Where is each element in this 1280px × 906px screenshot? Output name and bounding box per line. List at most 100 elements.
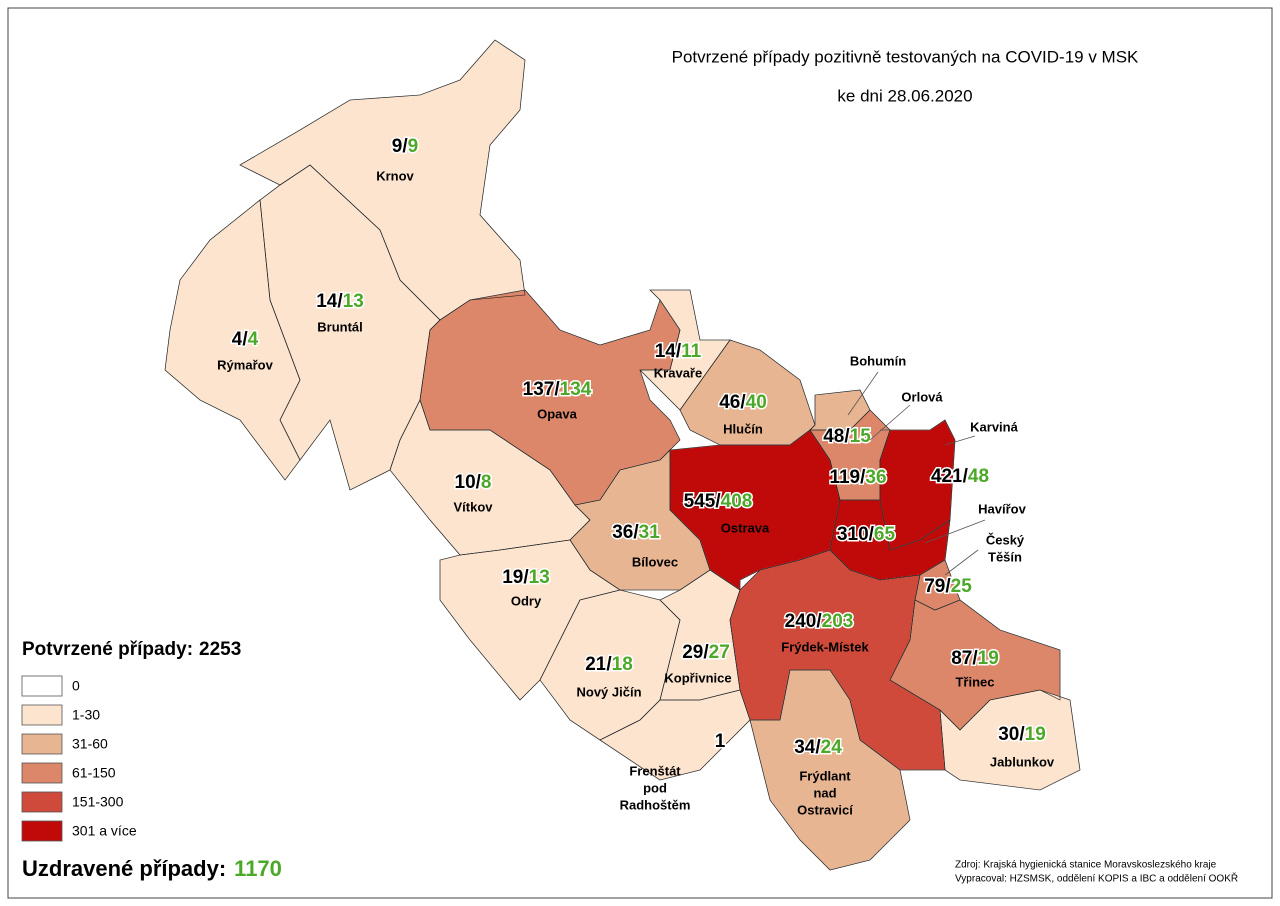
- region-name: Orlová: [901, 389, 943, 404]
- region-name: Jablunkov: [990, 754, 1055, 769]
- region-name: Opava: [537, 406, 578, 421]
- recovered-count: 48: [968, 466, 989, 487]
- case-count: 30/19: [998, 724, 1046, 745]
- legend-label: 1-30: [72, 707, 100, 723]
- confirmed-count: 240: [785, 611, 817, 632]
- case-count: 1: [715, 731, 726, 752]
- case-count: 46/40: [719, 392, 767, 413]
- recovered-count: 134: [560, 379, 592, 400]
- count-separator: /: [1019, 724, 1025, 745]
- recovered-count: 40: [746, 392, 767, 413]
- recovered-count: 4: [248, 329, 259, 350]
- region-name: Havířov: [978, 501, 1026, 516]
- count-separator: /: [844, 426, 850, 447]
- region-name: Frýdlant: [799, 768, 851, 783]
- region-border: [164, 199, 301, 481]
- legend-label: 61-150: [72, 765, 116, 781]
- confirmed-count: 48: [823, 426, 844, 447]
- confirmed-count: 29: [682, 642, 703, 663]
- count-separator: /: [869, 524, 875, 545]
- region-name: Český: [986, 532, 1025, 547]
- count-separator: /: [554, 379, 560, 400]
- confirmed-count: 545: [684, 491, 716, 512]
- region-name: Hlučín: [723, 421, 763, 436]
- region-border: [939, 689, 1081, 791]
- count-separator: /: [337, 291, 343, 312]
- leader-line: [924, 519, 986, 544]
- count-separator: /: [963, 466, 969, 487]
- map-title: Potvrzené případy pozitivně testovaných …: [672, 47, 1139, 66]
- region-name: Frenštát: [629, 763, 681, 778]
- confirmed-count: 19: [502, 567, 523, 588]
- recovered-count: 19: [1025, 724, 1046, 745]
- count-separator: /: [242, 329, 248, 350]
- region-name: Těšín: [988, 549, 1022, 564]
- confirmed-count: 9: [392, 136, 403, 157]
- case-count: 137/134: [523, 379, 592, 400]
- case-count: 14/13: [316, 291, 364, 312]
- confirmed-count: 10: [455, 472, 476, 493]
- confirmed-count: 1: [715, 731, 726, 752]
- case-count: 9/9: [392, 136, 418, 157]
- recovered-count: 15: [850, 426, 872, 447]
- count-separator: /: [476, 472, 482, 493]
- region-name: Kopřivnice: [664, 670, 731, 685]
- confirmed-count: 421: [931, 466, 963, 487]
- legend-swatch: [21, 733, 63, 755]
- case-count: 545/408: [684, 491, 753, 512]
- recovered-count: 9: [408, 136, 419, 157]
- region-name: Krnov: [376, 168, 414, 183]
- region-name: Karviná: [970, 419, 1018, 434]
- recovered-count: 203: [822, 611, 854, 632]
- confirmed-count: 310: [837, 524, 869, 545]
- case-count: 240/203: [785, 611, 854, 632]
- map-subtitle: ke dni 28.06.2020: [837, 86, 972, 105]
- recovered-count: 8: [481, 472, 492, 493]
- count-separator: /: [945, 576, 951, 597]
- recovered-count: 31: [639, 522, 661, 543]
- legend-swatch: [21, 820, 63, 842]
- region-name: Bohumín: [850, 353, 906, 368]
- leader-line: [869, 404, 911, 441]
- legend-swatch: [21, 762, 63, 784]
- legend-title-text: Potvrzené případy:: [22, 639, 193, 660]
- count-separator: /: [633, 522, 639, 543]
- recovered-count: 19: [978, 648, 999, 669]
- frame: [7, 7, 1273, 899]
- region-name: Ostravicí: [797, 802, 853, 817]
- region-name: Frýdek-Místek: [781, 639, 869, 654]
- legend-swatch: [21, 791, 63, 813]
- recovered-count: 11: [681, 341, 702, 362]
- case-count: 4/4: [232, 329, 259, 350]
- recovered-label: Uzdravené případy:: [22, 856, 226, 881]
- count-separator: /: [703, 642, 709, 663]
- leader-line: [944, 435, 976, 446]
- count-separator: /: [816, 611, 822, 632]
- region-name: Rýmařov: [217, 357, 273, 372]
- labels: 9/9Krnov14/13Bruntál4/4Rýmařov137/134Opa…: [217, 135, 1055, 818]
- region-border: [639, 289, 731, 411]
- case-count: 310/65: [837, 524, 896, 545]
- region-name: Bílovec: [632, 554, 678, 569]
- confirmed-count: 137: [523, 379, 555, 400]
- legend-title: Potvrzené případy: 2253: [22, 639, 241, 660]
- region-border: [599, 689, 751, 781]
- recovered-total: Uzdravené případy: 1170: [22, 856, 282, 881]
- count-separator: /: [402, 136, 408, 157]
- legend-swatch: [21, 704, 63, 726]
- recovered-count: 36: [865, 467, 886, 488]
- region-border: [749, 669, 911, 871]
- regions: [164, 39, 1081, 871]
- case-count: 421/48: [931, 466, 989, 487]
- case-count: 36/31: [612, 522, 660, 543]
- case-count: 87/19: [951, 648, 999, 669]
- count-separator: /: [523, 567, 529, 588]
- outer-border: [164, 39, 1081, 871]
- legend-total: 2253: [199, 639, 241, 660]
- legend-swatch: [21, 675, 63, 697]
- confirmed-count: 46: [719, 392, 740, 413]
- case-count: 48/15: [823, 426, 871, 447]
- recovered-count: 25: [951, 576, 973, 597]
- count-separator: /: [676, 341, 682, 362]
- recovered-count: 13: [343, 291, 364, 312]
